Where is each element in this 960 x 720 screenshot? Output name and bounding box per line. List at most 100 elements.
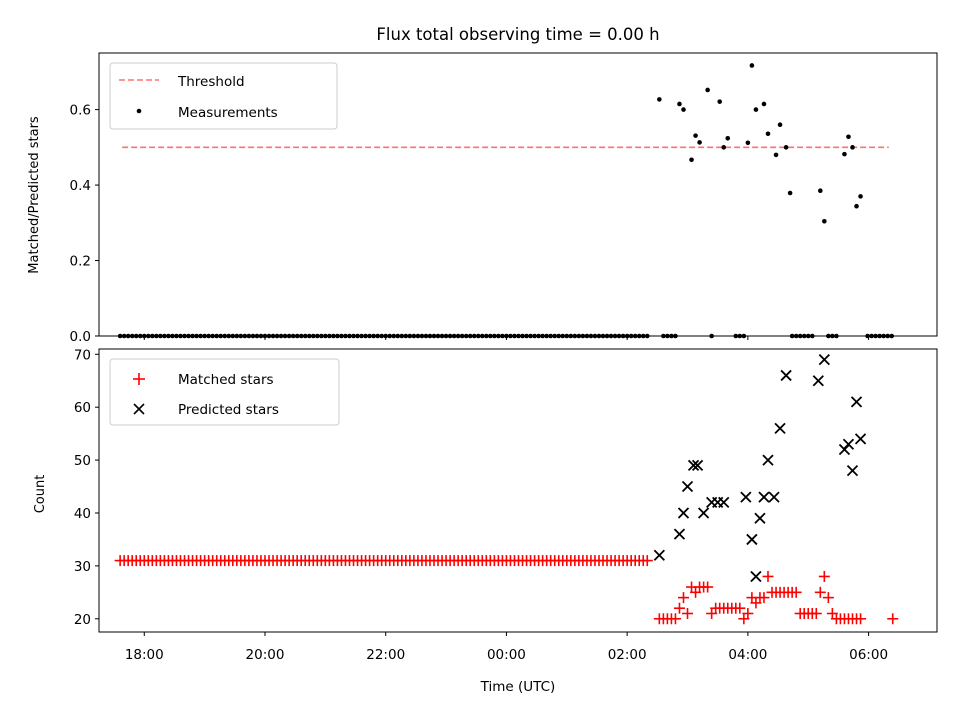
bottom-legend-frame [109,358,340,426]
measurement-point [818,188,823,194]
matched-stars-point [762,570,774,582]
bottom-panel: 20 30 40 50 60 70 18:00 20:00 22:00 00:00 02:00 04… [33,347,938,695]
matched-stars-point [641,555,653,567]
top-ytick-label: 0.0 [70,329,91,345]
threshold-legend-label: Threshold [177,74,245,90]
matched-stars-point [702,581,714,593]
bottom-legend: Matched stars Predicted stars [109,358,340,426]
predicted-stars-point [812,375,824,387]
bottom-xtick-label: 02:00 [608,647,647,663]
top-ytick-label: 0.6 [70,103,91,119]
predicted-stars-point [687,459,700,472]
measurement-point [854,203,859,209]
measurement-point [657,97,662,102]
measurement-point [689,157,694,163]
matched-stars-point [734,602,746,614]
matched-stars-point [758,592,770,604]
predicted-stars-point [774,422,786,434]
measurement-point [753,107,759,112]
measurement-point [765,131,771,137]
bottom-x-ticks: 18:00 20:00 22:00 00:00 02:00 04:00 06:00 [125,632,888,663]
top-y-ticks: 0.0 0.2 0.4 0.6 [70,103,99,345]
predicted-stars-point [677,507,690,519]
top-axes-frame [98,52,938,337]
figure-title: Flux total observing time = 0.00 h [376,25,659,44]
predicted-stars-point [746,533,758,546]
predicted-stars-point [842,438,855,450]
bottom-xtick-label: 00:00 [487,647,526,663]
bottom-xtick-label: 22:00 [366,647,405,663]
bottom-y-ticks: 20 30 40 50 60 70 [74,347,99,628]
top-y-axis-label: Matched/Predicted stars [27,116,42,274]
bottom-y-axis-label: Count [33,475,48,514]
matched-stars-point [669,613,681,625]
measurement-point [717,99,723,104]
predicted-stars-point [750,570,762,583]
matched-stars-point [682,607,694,619]
measurement-point [850,145,855,150]
predicted-stars-point [740,491,752,503]
bottom-ytick-label: 50 [74,453,91,469]
matched-stars-point [810,607,822,619]
measurement-point [846,134,851,140]
bottom-plot-area [114,353,899,625]
matched-stars-point [790,586,802,598]
predicted-stars-point [673,528,686,540]
predicted-legend-label: Predicted stars [178,402,279,418]
predicted-stars-point [718,496,730,509]
bottom-axes-frame [98,348,938,633]
measurement-point [822,218,827,224]
measurement-point [787,190,793,196]
measurement-point [858,194,863,199]
measurement-point [777,122,783,127]
predicted-stars-point [754,512,766,524]
predicted-stars-point [854,433,867,445]
measurement-point [745,140,751,146]
matched-stars-point [814,586,826,598]
matched-stars-point [742,607,754,619]
predicted-stars-point [762,454,774,466]
measurement-point [697,140,702,145]
top-ytick-label: 0.4 [70,178,91,194]
top-legend: Threshold Measurements [109,62,338,130]
measurement-point [749,63,755,68]
bottom-ytick-label: 60 [74,400,91,416]
top-ytick-label: 0.2 [70,254,91,270]
matched-stars-point [822,592,834,604]
measurement-point [773,152,779,158]
matched-stars-point [673,602,685,614]
predicted-stars-point [691,459,704,472]
predicted-stars-point [697,507,710,519]
predicted-legend-swatch [133,403,145,415]
top-legend-frame [109,62,338,130]
predicted-stars-point [818,353,830,366]
measurement-point [783,145,789,150]
top-panel: 0.0 0.2 0.4 0.6 Matched/Predicted stars Thr… [27,52,938,345]
measurement-point [842,151,847,157]
predicted-stars-point [780,369,792,382]
measurement-point [705,87,710,93]
measurements-legend-label: Measurements [178,105,278,121]
bottom-xtick-label: 04:00 [728,647,767,663]
bottom-x-axis-label: Time (UTC) [480,679,556,695]
matched-stars-point [677,592,689,604]
matched-legend-label: Matched stars [178,372,274,388]
bottom-xtick-label: 06:00 [849,647,888,663]
bottom-xtick-label: 18:00 [125,647,164,663]
top-x-ticks [143,336,870,340]
predicted-stars-point [850,396,863,408]
measurement-point [721,145,727,150]
predicted-stars-point [681,480,694,493]
predicted-stars-point [846,465,859,477]
matched-stars-point [818,570,830,582]
bottom-ytick-label: 40 [74,506,91,522]
predicted-stars-point [758,491,770,503]
measurement-point [677,101,682,107]
measurement-point [761,101,767,107]
bottom-ytick-label: 30 [74,559,91,575]
bottom-xtick-label: 20:00 [246,647,285,663]
matched-stars-point [887,613,899,625]
matched-stars-point [855,613,867,625]
measurement-point [681,107,686,112]
